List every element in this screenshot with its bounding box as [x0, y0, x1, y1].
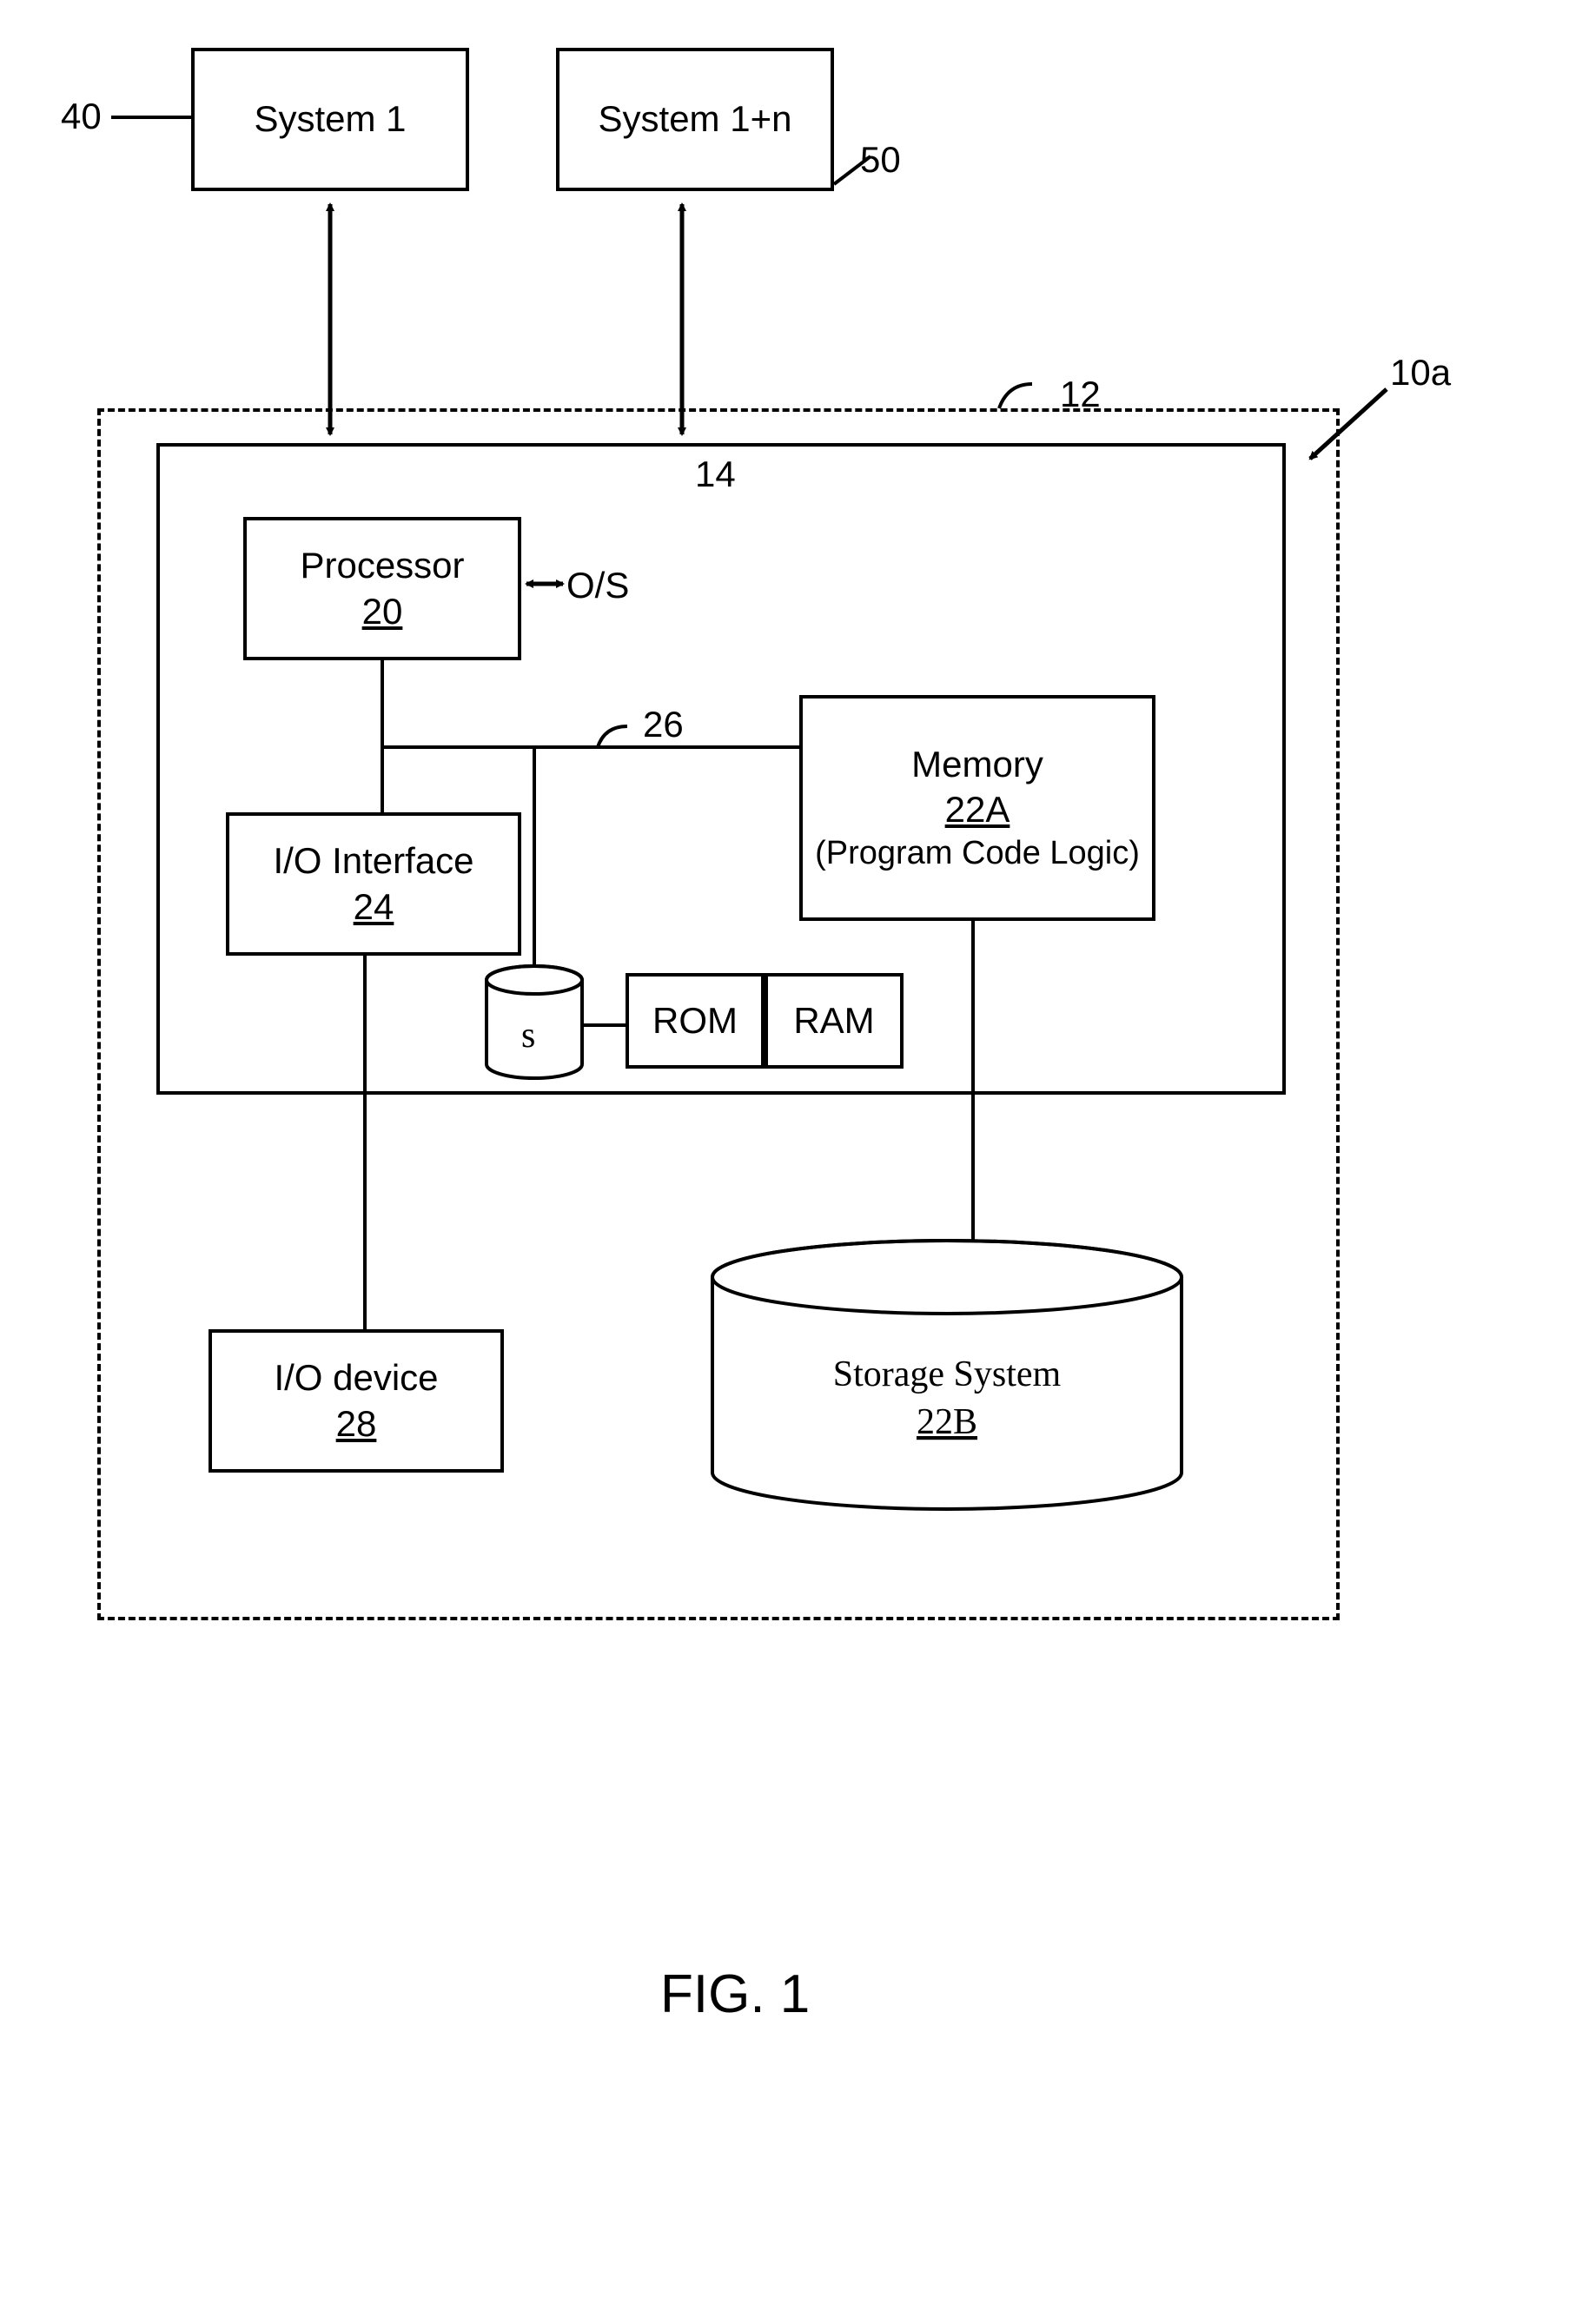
node-ram: RAM — [765, 973, 904, 1069]
ref-12: 12 — [1060, 374, 1101, 415]
ref-40: 40 — [61, 96, 102, 137]
node-rom: ROM — [626, 973, 765, 1069]
diagram-stage: System 1 System 1+n Processor 20 Memory … — [0, 0, 1569, 2324]
ref-14: 14 — [695, 454, 736, 495]
node-io-interface: I/O Interface 24 — [226, 812, 521, 956]
node-io-interface-ref: 24 — [354, 884, 394, 930]
node-rom-label: ROM — [652, 998, 738, 1044]
node-processor: Processor 20 — [243, 517, 521, 660]
node-io-interface-label: I/O Interface — [273, 838, 473, 884]
node-memory-label: Memory — [911, 742, 1043, 788]
node-processor-label: Processor — [300, 543, 464, 589]
label-os: O/S — [566, 565, 629, 606]
hook-12 — [999, 384, 1032, 408]
node-ram-label: RAM — [793, 998, 874, 1044]
figure-caption: FIG. 1 — [660, 1963, 810, 2025]
node-system1n-label: System 1+n — [599, 96, 792, 142]
ref-10a: 10a — [1390, 352, 1451, 394]
node-system1-label: System 1 — [254, 96, 406, 142]
ref-50: 50 — [860, 139, 901, 181]
node-system1n: System 1+n — [556, 48, 834, 191]
node-io-device: I/O device 28 — [209, 1329, 504, 1473]
node-io-device-label: I/O device — [274, 1355, 438, 1401]
node-memory: Memory 22A (Program Code Logic) — [799, 695, 1155, 921]
node-io-device-ref: 28 — [336, 1401, 377, 1447]
node-processor-ref: 20 — [362, 589, 403, 635]
ref-26: 26 — [643, 704, 684, 745]
node-memory-sub: (Program Code Logic) — [815, 833, 1140, 875]
node-system1: System 1 — [191, 48, 469, 191]
node-memory-ref: 22A — [945, 787, 1010, 833]
